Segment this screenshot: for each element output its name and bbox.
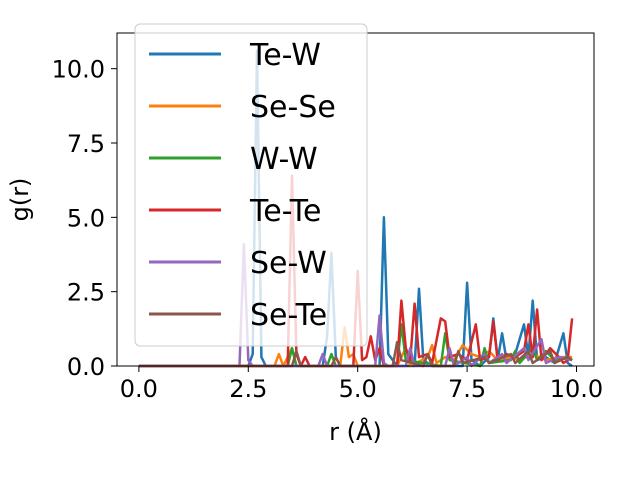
legend-label: Se-Te	[250, 298, 327, 333]
y-axis: 0.0 2.5 5.0 7.5 10.0	[52, 56, 117, 381]
legend-label: Se-Se	[250, 90, 336, 125]
legend-label: Te-W	[249, 38, 321, 73]
x-axis-label: r (Å)	[329, 417, 382, 446]
x-tick-label: 5.0	[339, 375, 377, 403]
x-tick-label: 2.5	[229, 375, 267, 403]
y-tick-label: 0.0	[67, 353, 105, 381]
legend: Te-W Se-Se W-W Te-Te Se-W Se-Te	[134, 23, 368, 347]
legend-label: W-W	[250, 142, 318, 177]
x-tick-label: 0.0	[120, 375, 158, 403]
x-tick-label: 10.0	[550, 375, 603, 403]
y-tick-label: 7.5	[67, 130, 105, 158]
y-axis-label: g(r)	[6, 178, 34, 222]
x-axis: 0.0 2.5 5.0 7.5 10.0	[120, 366, 603, 403]
y-tick-label: 10.0	[52, 56, 105, 84]
x-tick-label: 7.5	[448, 375, 486, 403]
legend-label: Te-Te	[249, 194, 321, 229]
y-tick-label: 5.0	[67, 204, 105, 232]
y-tick-label: 2.5	[67, 279, 105, 307]
legend-label: Se-W	[250, 246, 327, 281]
